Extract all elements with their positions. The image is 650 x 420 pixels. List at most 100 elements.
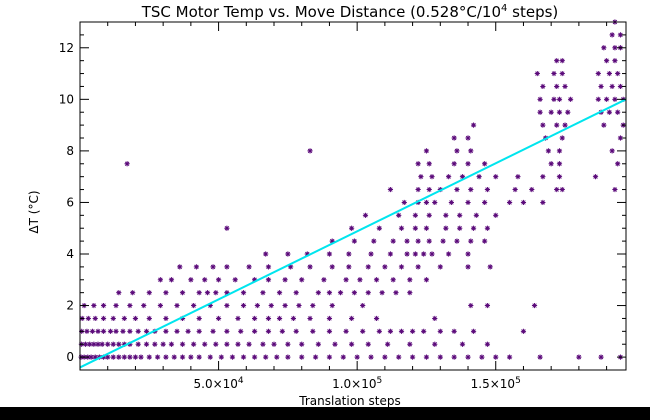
data-point bbox=[274, 354, 280, 360]
data-point bbox=[457, 212, 463, 218]
data-point bbox=[443, 225, 449, 231]
data-point bbox=[92, 354, 98, 360]
data-point bbox=[454, 238, 460, 244]
data-point bbox=[390, 238, 396, 244]
data-point bbox=[196, 315, 202, 322]
y-tick-label: 10 bbox=[59, 92, 74, 106]
data-point bbox=[617, 135, 624, 141]
data-point bbox=[551, 96, 557, 102]
data-point bbox=[357, 277, 363, 283]
data-point bbox=[423, 277, 430, 283]
data-point bbox=[465, 161, 471, 167]
data-point bbox=[609, 148, 615, 154]
data-point bbox=[562, 122, 568, 128]
data-point bbox=[484, 186, 491, 193]
data-point bbox=[285, 341, 291, 347]
data-point bbox=[412, 225, 418, 231]
data-point bbox=[89, 328, 96, 334]
data-point bbox=[506, 199, 513, 206]
data-point bbox=[595, 70, 601, 77]
data-point bbox=[307, 148, 313, 154]
data-point bbox=[432, 341, 438, 347]
data-point bbox=[213, 290, 219, 296]
data-point bbox=[601, 122, 607, 128]
data-point bbox=[232, 277, 238, 283]
data-point bbox=[146, 315, 152, 322]
data-point bbox=[179, 315, 186, 322]
data-point bbox=[346, 251, 352, 257]
data-point bbox=[95, 328, 101, 334]
data-point bbox=[482, 161, 488, 167]
data-point bbox=[396, 212, 402, 218]
data-point bbox=[157, 302, 163, 309]
data-point bbox=[92, 315, 98, 322]
data-point bbox=[470, 328, 477, 334]
data-point bbox=[177, 264, 183, 270]
data-point bbox=[468, 148, 474, 154]
data-point bbox=[260, 290, 266, 296]
data-point bbox=[365, 341, 371, 347]
data-point bbox=[141, 302, 147, 309]
data-point bbox=[404, 238, 410, 244]
data-point bbox=[548, 109, 554, 115]
data-point bbox=[215, 277, 222, 283]
data-point bbox=[404, 251, 410, 257]
data-point bbox=[459, 174, 466, 180]
data-point bbox=[135, 341, 141, 347]
data-point bbox=[476, 174, 482, 180]
data-point bbox=[168, 277, 175, 283]
data-point bbox=[465, 135, 471, 141]
data-point bbox=[418, 174, 424, 180]
data-point bbox=[268, 302, 274, 309]
data-point bbox=[559, 58, 565, 64]
data-point bbox=[207, 302, 213, 309]
data-point bbox=[85, 315, 91, 322]
data-point bbox=[457, 225, 463, 231]
data-point bbox=[310, 328, 316, 334]
data-point bbox=[299, 341, 305, 347]
data-point bbox=[556, 174, 563, 180]
data-point bbox=[520, 199, 527, 206]
chart-title-exponent: 4 bbox=[501, 3, 507, 14]
data-point bbox=[559, 186, 565, 193]
x-tick-label: 1.5×105 bbox=[471, 376, 521, 391]
data-point bbox=[346, 264, 352, 270]
data-point bbox=[329, 302, 335, 309]
data-point bbox=[576, 354, 582, 360]
data-point bbox=[387, 186, 394, 193]
data-point bbox=[482, 199, 488, 206]
data-point bbox=[157, 277, 163, 283]
data-point bbox=[371, 238, 377, 244]
data-point bbox=[265, 264, 272, 270]
data-point bbox=[468, 238, 474, 244]
data-point bbox=[446, 251, 452, 257]
data-point bbox=[100, 302, 107, 309]
data-point bbox=[315, 341, 321, 347]
y-tick-label: 12 bbox=[59, 41, 74, 55]
data-point bbox=[360, 328, 366, 334]
data-point bbox=[470, 225, 477, 231]
data-point bbox=[296, 302, 302, 309]
data-point bbox=[365, 264, 371, 270]
data-point bbox=[601, 45, 607, 51]
data-point bbox=[196, 290, 202, 296]
data-point bbox=[288, 264, 294, 270]
data-point bbox=[132, 354, 139, 360]
data-point bbox=[252, 315, 258, 322]
data-point bbox=[423, 225, 430, 231]
data-point bbox=[207, 354, 213, 360]
data-point bbox=[362, 212, 369, 218]
data-point bbox=[113, 328, 119, 334]
data-point bbox=[113, 302, 119, 309]
data-point bbox=[398, 328, 405, 334]
data-point bbox=[218, 354, 224, 360]
data-point bbox=[423, 199, 430, 206]
data-point bbox=[116, 341, 122, 347]
y-tick-label: 2 bbox=[66, 299, 74, 313]
data-point bbox=[307, 264, 313, 270]
data-point bbox=[540, 122, 546, 128]
data-point bbox=[196, 354, 202, 360]
data-point bbox=[540, 174, 546, 180]
data-point bbox=[606, 109, 612, 115]
data-point bbox=[246, 341, 252, 347]
